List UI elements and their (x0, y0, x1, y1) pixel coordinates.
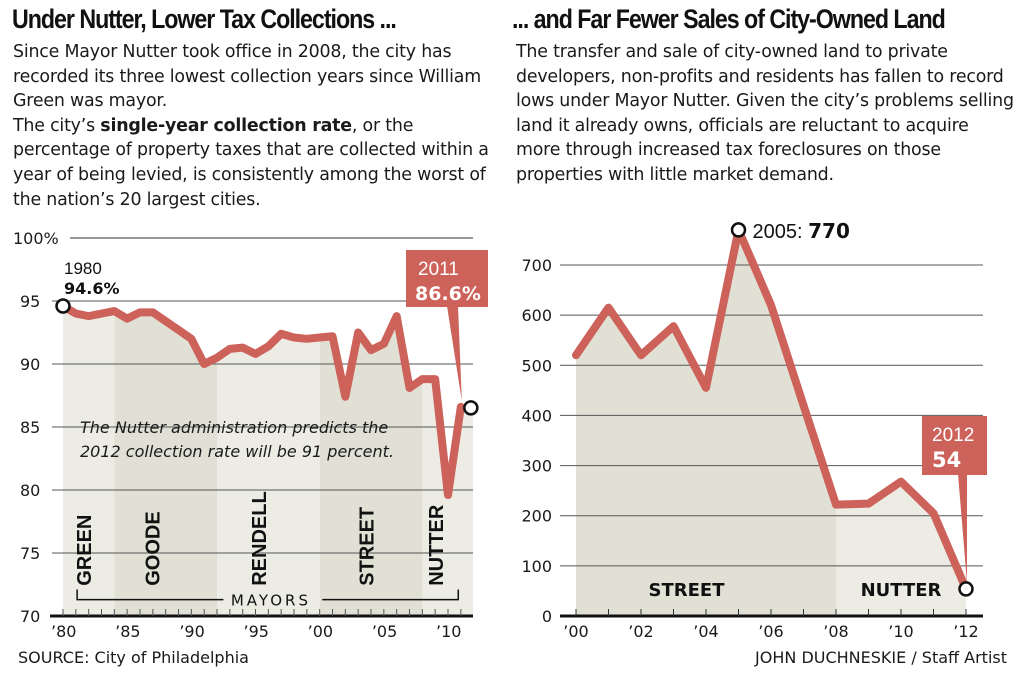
left-description-paragraph-2: The city’s single-year collection rate, … (13, 114, 493, 212)
x-tick-label: ’05 (372, 622, 397, 641)
x-tick-label: ’95 (244, 622, 269, 641)
x-tick-label: ’85 (115, 622, 140, 641)
annotation-1980-year: 1980 (64, 259, 102, 278)
marker-2005 (730, 222, 747, 238)
annotation-2005-value: 770 (808, 219, 850, 243)
x-tick-label: ’80 (51, 622, 76, 641)
y-tick-label: 600 (521, 306, 552, 325)
x-tick-label: ’00 (308, 622, 333, 641)
y-tick-label: 100% (13, 229, 59, 248)
y-tick-label: 200 (521, 507, 552, 526)
mayor-name-nutter: NUTTER (426, 504, 448, 586)
y-tick-label: 90 (20, 355, 40, 374)
right-chart-title: ... and Far Fewer Sales of City-Owned La… (512, 4, 946, 34)
y-tick-label: 85 (20, 418, 40, 437)
area-mask (63, 288, 473, 496)
artist-credit: JOHN DUCHNESKIE / Staff Artist (755, 648, 1007, 667)
callout-2012-year: 2012 (932, 425, 974, 446)
desc-text: The city’s (13, 115, 101, 136)
x-tick-label: ’08 (823, 622, 848, 641)
mayor-name-street: STREET (357, 507, 379, 586)
source-note: SOURCE: City of Philadelphia (18, 648, 249, 667)
x-tick-label: ’02 (628, 622, 653, 641)
marker-2011 (463, 400, 479, 416)
callout-2012-box (922, 416, 987, 475)
mayor-name-nutter: NUTTER (861, 580, 942, 601)
callout-2012-value: 54 (932, 448, 961, 472)
y-tick-label: 300 (521, 457, 552, 476)
mayors-label: MAYORS (231, 592, 311, 610)
right-chart: 0 100 200 300 400 500 600 700 ’00 ’02 ’04 ’06 ’08 ’10… (521, 219, 987, 641)
callout-2011-pointer (447, 306, 462, 401)
annotation-2005: 2005: 770 (753, 219, 850, 243)
y-tick-label: 70 (20, 607, 40, 626)
callout-2011-year: 2011 (418, 259, 459, 280)
y-tick-label: 0 (542, 607, 552, 626)
callout-2011-box (406, 250, 488, 307)
y-tick-label: 400 (521, 406, 552, 425)
mayor-name-rendell: RENDELL (249, 491, 271, 585)
left-chart-title: Under Nutter, Lower Tax Collections ... (12, 4, 397, 34)
mayors-bracket-right (322, 589, 460, 601)
desc-text: , or the percentage of property taxes th… (13, 115, 489, 210)
desc-bold-term: single-year collection rate (100, 115, 352, 136)
x-tick-label: ’06 (758, 622, 783, 641)
mayor-name-goode: GOODE (142, 511, 164, 585)
mayor-band-rendell (217, 301, 320, 616)
x-tick-label: ’90 (179, 622, 204, 641)
note-line-2: 2012 collection rate will be 91 percent. (80, 442, 394, 461)
y-tick-label: 75 (20, 544, 40, 563)
area-street (576, 229, 836, 616)
marker-1980 (55, 298, 71, 314)
y-tick-label: 700 (521, 256, 552, 275)
mayors-bracket-left (76, 589, 224, 601)
mayor-name-green: GREEN (74, 515, 96, 586)
right-chart-description: The transfer and sale of city-owned land… (516, 42, 1014, 185)
note-line-1: The Nutter administration predicts the (80, 418, 388, 437)
left-description-paragraph-1: Since Mayor Nutter took office in 2008, … (13, 42, 481, 112)
y-tick-label: 500 (521, 356, 552, 375)
mayor-band-green (63, 301, 115, 616)
callout-2012-pointer (958, 474, 967, 583)
marker-2012 (958, 581, 974, 597)
annotation-2005-year: 2005: (753, 221, 809, 243)
left-chart-description: Since Mayor Nutter took office in 2008, … (13, 40, 493, 212)
y-tick-label: 100 (521, 557, 552, 576)
collection-rate-line (59, 302, 465, 500)
land-sales-line (572, 225, 970, 593)
x-tick-label: ’00 (563, 622, 588, 641)
left-chart: 70 75 80 85 90 95 100% ’80 ’85 ’90 ’95 ’00 ’05 ’10 MAY… (13, 229, 488, 641)
y-tick-label: 80 (20, 481, 40, 500)
annotation-1980-value: 94.6% (64, 279, 120, 298)
x-tick-label: ’10 (436, 622, 461, 641)
callout-2011-value: 86.6% (415, 283, 481, 305)
x-tick-label: ’04 (693, 622, 718, 641)
x-tick-label: ’12 (953, 622, 978, 641)
x-tick-label: ’10 (888, 622, 913, 641)
mayor-name-street: STREET (649, 580, 726, 601)
y-tick-label: 95 (20, 292, 40, 311)
